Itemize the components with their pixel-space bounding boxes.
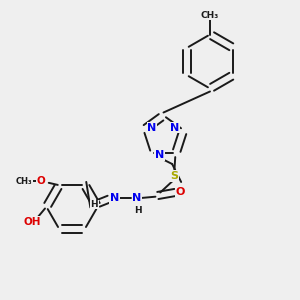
Text: S: S <box>170 171 178 181</box>
Text: CH₃: CH₃ <box>201 11 219 20</box>
Text: H: H <box>90 200 98 209</box>
Text: N: N <box>155 150 164 160</box>
Text: N: N <box>110 194 119 203</box>
Text: N: N <box>132 194 142 203</box>
Text: CH₃: CH₃ <box>16 177 32 186</box>
Text: N: N <box>170 123 180 133</box>
Text: O: O <box>176 188 185 197</box>
Text: OH: OH <box>23 217 41 227</box>
Text: O: O <box>37 176 46 186</box>
Text: H: H <box>134 206 142 215</box>
Text: N: N <box>147 123 157 133</box>
